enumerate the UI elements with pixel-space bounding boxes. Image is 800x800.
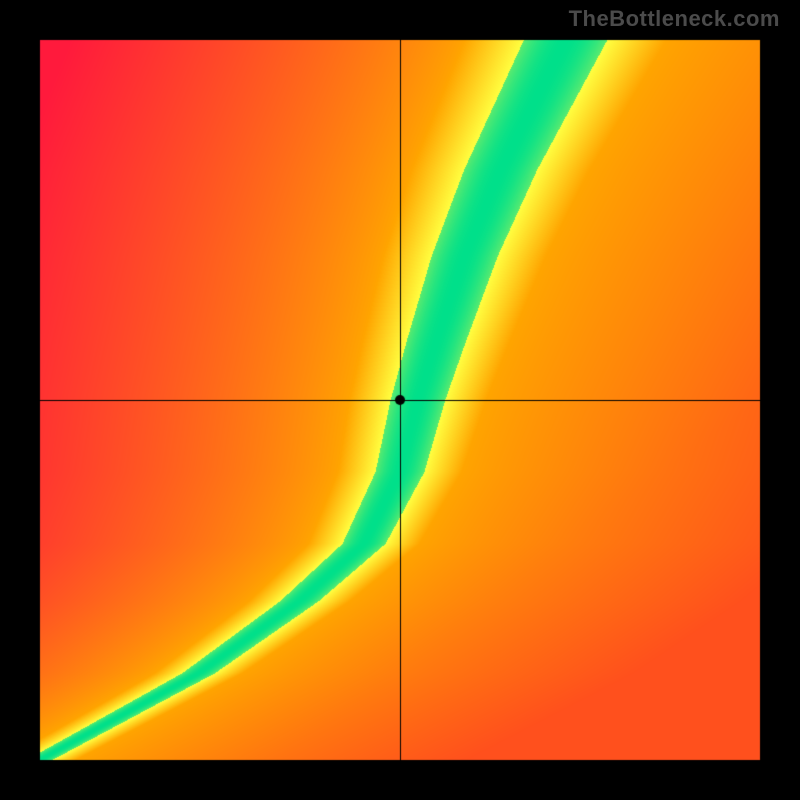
bottleneck-heatmap-canvas bbox=[0, 0, 800, 800]
chart-container: TheBottleneck.com bbox=[0, 0, 800, 800]
watermark-text: TheBottleneck.com bbox=[569, 6, 780, 32]
